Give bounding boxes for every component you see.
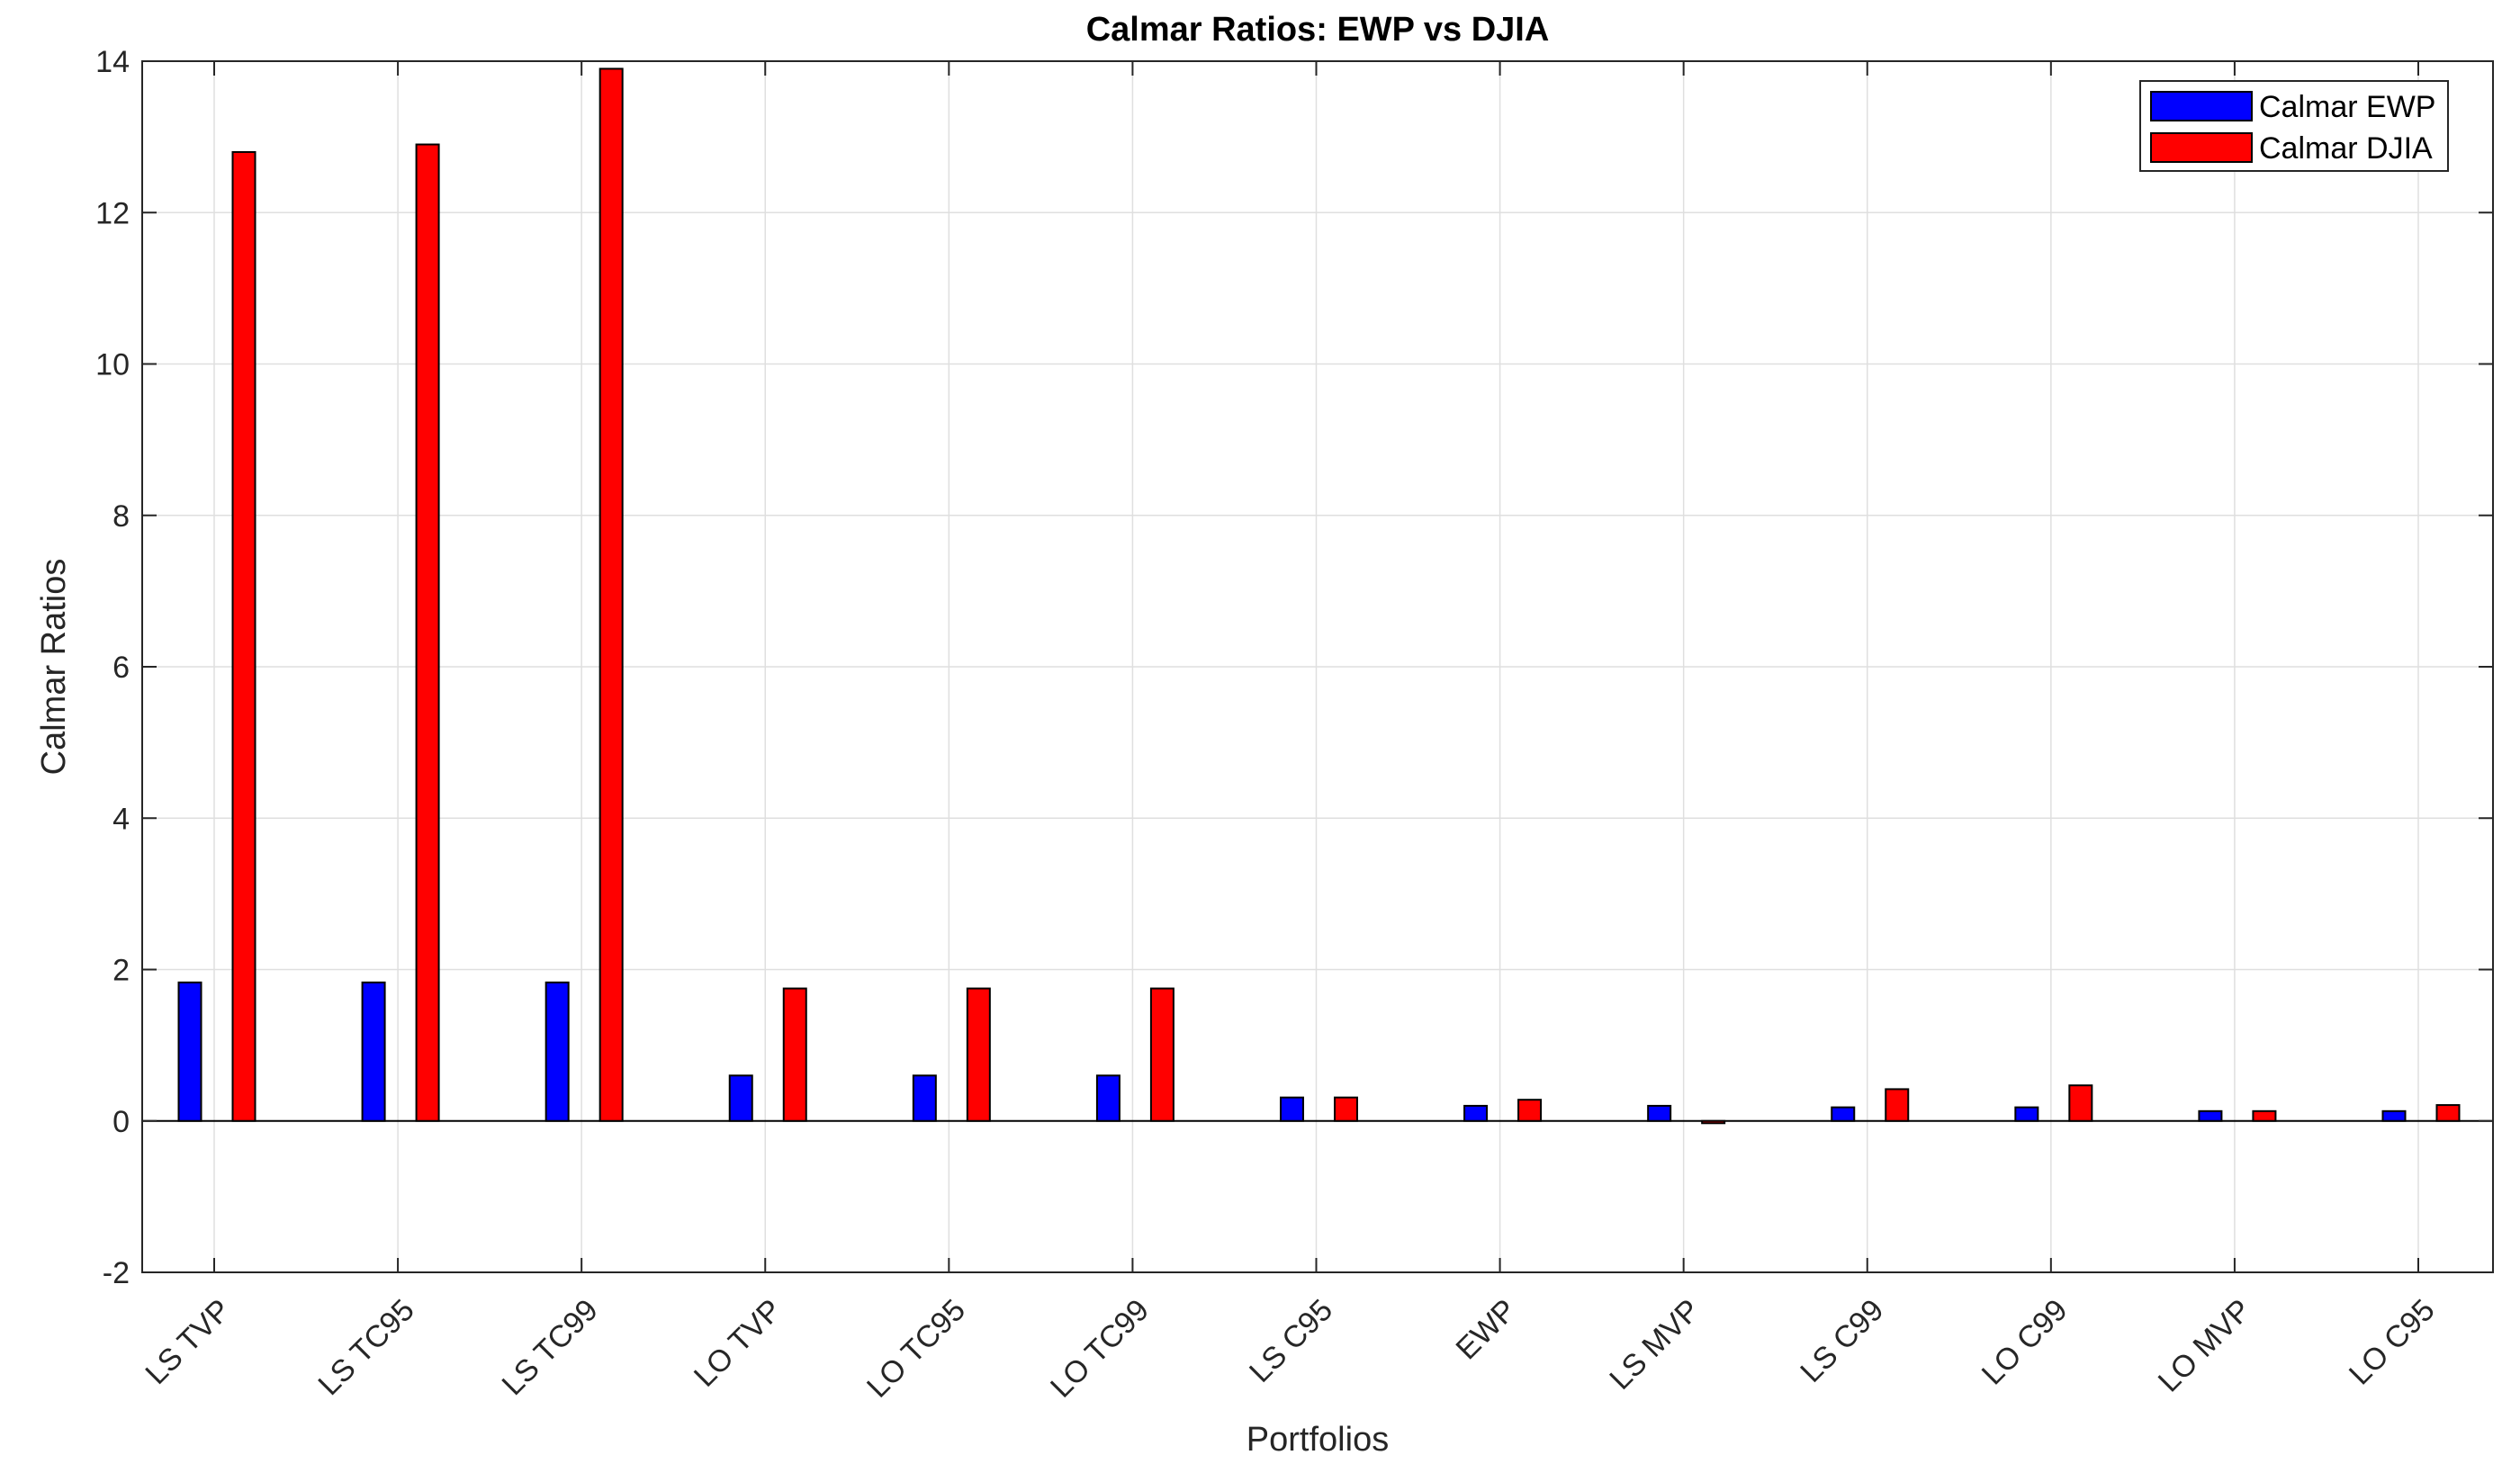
bar-calmar-ewp-lo-c95 [2381, 1109, 2407, 1122]
bar-calmar-djia-lo-c99 [2068, 1084, 2093, 1122]
grid-lines [142, 60, 2493, 1273]
legend-swatch-calmar-djia [2150, 132, 2253, 163]
y-tick-label: 10 [95, 348, 130, 382]
y-tick-label: 8 [112, 499, 130, 534]
x-tick-label: LS TC99 [496, 1293, 605, 1402]
y-tick-label: 4 [112, 802, 130, 836]
x-tick-label: LS MVP [1603, 1293, 1706, 1397]
bar-calmar-ewp-ls-tc95 [361, 981, 386, 1122]
y-tick-label: 6 [112, 651, 130, 685]
bar-calmar-djia-lo-c95 [2435, 1104, 2461, 1122]
bar-calmar-djia-ls-mvp [1701, 1119, 1726, 1125]
y-axis-label: Calmar Ratios [35, 559, 73, 776]
legend-entry-calmar-djia: Calmar DJIA [2259, 131, 2433, 166]
bar-calmar-djia-ls-tc95 [415, 143, 440, 1122]
bars [177, 67, 2461, 1125]
x-tick-label: LS TVP [139, 1293, 237, 1391]
bar-calmar-ewp-lo-mvp [2198, 1109, 2223, 1122]
x-tick-label: EWP [1450, 1293, 1524, 1367]
bar-calmar-djia-lo-tc95 [966, 987, 991, 1122]
legend-swatch-calmar-ewp [2150, 91, 2253, 121]
bar-calmar-djia-lo-tc99 [1149, 987, 1174, 1122]
bar-calmar-djia-ls-c95 [1334, 1096, 1358, 1122]
bar-calmar-ewp-lo-tc99 [1095, 1074, 1120, 1122]
bar-calmar-ewp-lo-tvp [728, 1074, 753, 1122]
bar-calmar-ewp-lo-tc95 [912, 1074, 937, 1122]
chart-title: Calmar Ratios: EWP vs DJIA [1086, 11, 1550, 49]
x-tick-label: LS TC95 [311, 1293, 420, 1402]
bar-calmar-ewp-ls-c99 [1831, 1106, 1856, 1122]
bar-calmar-ewp-ewp [1463, 1104, 1489, 1122]
y-tick-label: 14 [95, 45, 130, 79]
x-tick-label: LO C99 [1976, 1293, 2074, 1392]
y-tick-label: 0 [112, 1105, 130, 1139]
x-tick-label: LO TVP [688, 1293, 788, 1394]
x-tick-label: LS C99 [1794, 1293, 1890, 1389]
bar-calmar-ewp-ls-mvp [1647, 1104, 1672, 1122]
legend-entry-calmar-ewp: Calmar EWP [2259, 90, 2435, 124]
y-tick-label: -2 [103, 1256, 130, 1290]
x-tick-label: LO C95 [2343, 1293, 2442, 1392]
x-tick-label: LO MVP [2152, 1293, 2258, 1399]
bar-calmar-djia-ewp [1517, 1099, 1543, 1122]
legend: Calmar EWP Calmar DJIA [2139, 80, 2449, 172]
x-axis-label: Portfolios [1246, 1421, 1389, 1459]
bar-calmar-ewp-ls-tc99 [544, 981, 570, 1122]
bar-calmar-ewp-ls-tvp [177, 981, 202, 1122]
bar-calmar-djia-ls-c99 [1885, 1088, 1910, 1122]
bar-calmar-djia-ls-tc99 [598, 67, 624, 1122]
bar-calmar-djia-ls-tvp [231, 150, 256, 1122]
x-axis-ticks: LS TVP LS TC95 LS TC99 LO TVP LO TC95 LO TC99… [139, 61, 2442, 1405]
y-tick-label: 12 [95, 196, 130, 230]
x-tick-label: LS C95 [1243, 1293, 1339, 1389]
bar-calmar-djia-lo-mvp [2252, 1109, 2277, 1122]
bar-calmar-ewp-ls-c95 [1280, 1096, 1304, 1122]
bar-calmar-djia-lo-tvp [782, 987, 807, 1122]
bar-calmar-ewp-lo-c99 [2014, 1106, 2039, 1122]
x-tick-label: LO TC99 [1044, 1293, 1156, 1405]
y-tick-label: 2 [112, 954, 130, 988]
x-tick-label: LO TC95 [860, 1293, 972, 1405]
y-axis-ticks: -2 0 2 4 6 8 10 12 14 [95, 45, 2493, 1290]
